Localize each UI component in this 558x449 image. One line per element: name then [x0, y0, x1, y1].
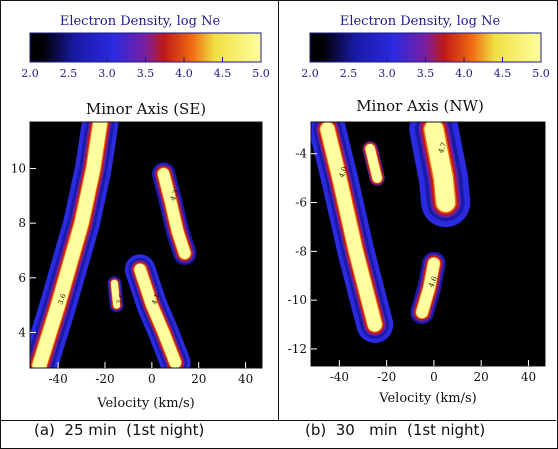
y-tick-label: 8 [18, 216, 26, 230]
chart-title-left: Minor Axis (SE) [86, 100, 206, 118]
x-axis-label-left: Velocity (km/s) [96, 396, 194, 411]
x-tick-label: -40 [330, 370, 349, 384]
caption-right: (b) 30 min (1st night) [305, 421, 486, 439]
colorbar-tick-label: 4.0 [175, 67, 193, 80]
colorbar-tick-label: 3.5 [137, 67, 155, 80]
y-tick-label: 4 [18, 325, 26, 339]
heatmap-plot-right: 4.0 4.7 4.6 -40 -20 0 20 40 -12 -10 -8 -6 -4 [288, 121, 546, 384]
x-tick-label: 20 [474, 370, 489, 384]
colorbar-tick-label: 3.0 [98, 67, 116, 80]
colorbar-tick-label: 4.5 [214, 67, 232, 80]
y-tick-label: -8 [295, 244, 307, 258]
y-tick-label: -6 [295, 196, 307, 210]
colorbar-tick-label: 2.5 [60, 67, 78, 80]
x-axis-label-right: Velocity (km/s) [378, 391, 476, 406]
x-tick-label: -20 [377, 370, 396, 384]
colorbar-tick-label: 2.5 [340, 67, 358, 80]
contour-label: 4.6 [428, 275, 440, 289]
x-tick-label: 0 [430, 370, 438, 384]
colorbar-tick-label: 2.0 [301, 67, 319, 80]
contour-label: 4.7 [437, 141, 448, 154]
contour-label: 4.0 [338, 166, 349, 179]
colorbar-ticks-left: 2.0 2.5 3.0 3.5 4.0 4.5 5.0 [21, 57, 270, 80]
colorbar-tick-label: 5.0 [532, 67, 550, 80]
y-tick-label: 6 [18, 271, 26, 285]
x-tick-label: 20 [191, 372, 206, 386]
colorbar-tick-label: 4.5 [494, 67, 512, 80]
colorbar-title-right: Electron Density, log Ne [340, 14, 501, 29]
contour-label: 3.6 [115, 292, 127, 306]
x-tick-label: -20 [95, 372, 114, 386]
heatmap-feature-lower-center-feature [134, 263, 182, 368]
y-tick-label: 10 [11, 161, 26, 175]
x-tick-label: 40 [238, 372, 253, 386]
x-tick-label: -40 [48, 372, 67, 386]
colorbar-tick-label: 4.0 [455, 67, 473, 80]
plot-border-right [310, 121, 546, 367]
heatmap-feature-upper-right-blob [424, 122, 456, 212]
colorbar-tick-label: 5.0 [252, 67, 270, 80]
contour-label: 3.6 [56, 292, 68, 306]
caption-divider [0, 420, 556, 421]
heatmap-plot-left: 3.6 4.3 4.1 3.6 -40 -20 0 20 40 4 6 8 10 [11, 121, 263, 386]
x-tick-label: 0 [148, 372, 156, 386]
heatmap-feature-upper-right-blob [157, 168, 191, 260]
figure-canvas: Electron Density, log Ne 2.0 2.5 3.0 3.5 4.0… [11, 14, 550, 411]
colorbar-ticks-right: 2.0 2.5 3.0 3.5 4.0 4.5 5.0 [301, 57, 550, 80]
plot-border-left [29, 121, 263, 369]
colorbar-tick-label: 3.5 [417, 67, 435, 80]
contour-label: 4.3 [169, 189, 180, 202]
contour-label: 4.1 [150, 293, 161, 306]
y-tick-label: -10 [288, 293, 307, 307]
chart-title-right: Minor Axis (NW) [356, 97, 484, 115]
heatmap-feature-left-blob [365, 144, 382, 183]
y-tick-label: -12 [288, 342, 307, 356]
colorbar-tick-label: 2.0 [21, 67, 39, 80]
heatmap-feature-diagonal-ridge [32, 122, 108, 368]
caption-left: (a) 25 min (1st night) [34, 421, 205, 439]
y-tick-label: -4 [295, 147, 307, 161]
x-tick-label: 40 [521, 370, 536, 384]
heatmap-feature-left-small-blob [110, 279, 121, 309]
colorbar-tick-label: 3.0 [378, 67, 396, 80]
heatmap-feature-upper-left-wedge [320, 122, 382, 332]
heatmap-feature-middle-blob [416, 257, 440, 319]
colorbar-title-left: Electron Density, log Ne [60, 14, 221, 29]
panel-divider [278, 0, 279, 420]
